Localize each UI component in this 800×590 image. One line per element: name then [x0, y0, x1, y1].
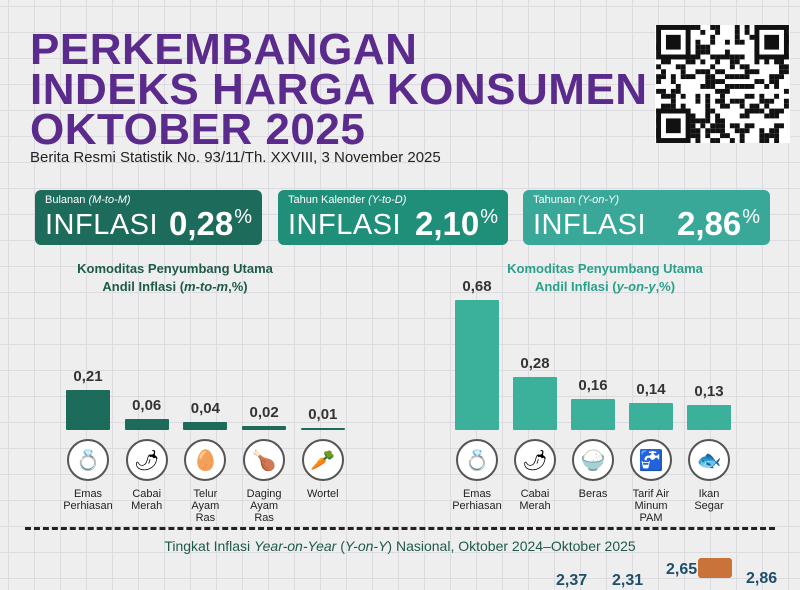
category-label: Cabai Merah [131, 488, 163, 512]
chili-icon: 🌶 [125, 439, 168, 481]
bar [687, 405, 731, 430]
category-label: Beras [578, 488, 608, 500]
carrot-icon: 🥕 [301, 439, 344, 481]
category-label: Emas Perhiasan [452, 488, 502, 512]
bar [513, 376, 557, 430]
water-tap-icon: 🚰 [630, 439, 672, 481]
bar-value-label: 0,16 [578, 377, 608, 395]
fish-icon: 🐟 [688, 439, 730, 481]
gold-jewelry-icon: 💍 [456, 439, 498, 481]
card-value: 2,10% [414, 205, 498, 242]
bar-value-label: 0,28 [520, 354, 550, 372]
bar [124, 418, 169, 430]
truck-icon [698, 558, 732, 578]
rice-icon: 🍚 [572, 439, 614, 481]
bar [629, 403, 673, 430]
eggs-icon: 🥚 [184, 439, 227, 481]
bar [66, 389, 110, 430]
bar [242, 426, 287, 430]
bar-value-label: 0,68 [462, 278, 492, 296]
bar [183, 422, 228, 430]
category-label: Daging Ayam Ras [246, 488, 282, 524]
chicken-icon: 🍗 [243, 439, 286, 481]
card-period: Bulanan (M-to-M) [45, 194, 131, 206]
card-period: Tahun Kalender (Y-to-D) [288, 194, 407, 206]
bar-value-label: 0,06 [132, 396, 162, 414]
bar-value-label: 0,13 [694, 383, 724, 401]
bar [571, 399, 615, 430]
gold-jewelry-icon: 💍 [67, 439, 109, 481]
card-label: INFLASI [45, 209, 159, 241]
yoy-value: 2,37 [556, 572, 588, 589]
category-label: Emas Perhiasan [63, 488, 113, 512]
category-label: Cabai Merah [519, 488, 551, 512]
bar [300, 428, 345, 430]
card-label: INFLASI [533, 209, 647, 241]
inflation-card: Bulanan (M-to-M) INFLASI 0,28% [35, 190, 262, 245]
card-value: 2,86% [676, 205, 760, 242]
bar-value-label: 0,21 [73, 367, 103, 385]
yoy-value: 2,65 [666, 561, 698, 578]
category-label: Ikan Segar [694, 488, 724, 512]
card-label: INFLASI [288, 209, 402, 241]
bottom-chart-title: Tingkat Inflasi Year-on-Year (Y-on-Y) Na… [164, 538, 636, 554]
divider [25, 527, 775, 530]
qr-code[interactable] [655, 25, 790, 143]
category-label: Wortel [307, 488, 339, 500]
bar-value-label: 0,01 [308, 406, 338, 424]
yoy-value: 2,86 [746, 570, 778, 587]
bar-value-label: 0,14 [636, 381, 666, 399]
category-label: Tarif Air Minum PAM [632, 488, 670, 524]
chart-title-yoy: Komoditas Penyumbang Utama Andil Inflasi… [507, 261, 703, 294]
chart-title-mtm: Komoditas Penyumbang Utama Andil Inflasi… [77, 261, 273, 294]
yoy-value: 2,31 [612, 572, 644, 589]
inflation-card: Tahun Kalender (Y-to-D) INFLASI 2,10% [278, 190, 508, 245]
bar-value-label: 0,02 [249, 404, 279, 422]
bar [455, 300, 499, 430]
bar-value-label: 0,04 [190, 400, 220, 418]
chili-icon: 🌶 [514, 439, 556, 481]
card-period: Tahunan (Y-on-Y) [533, 194, 620, 206]
card-value: 0,28% [168, 205, 252, 242]
page-title: PERKEMBANGAN INDEKS HARGA KONSUMEN OKTOB… [30, 25, 648, 154]
inflation-card: Tahunan (Y-on-Y) INFLASI 2,86% [523, 190, 770, 245]
category-label: Telur Ayam Ras [191, 488, 220, 524]
subtitle: Berita Resmi Statistik No. 93/11/Th. XXV… [30, 149, 441, 166]
